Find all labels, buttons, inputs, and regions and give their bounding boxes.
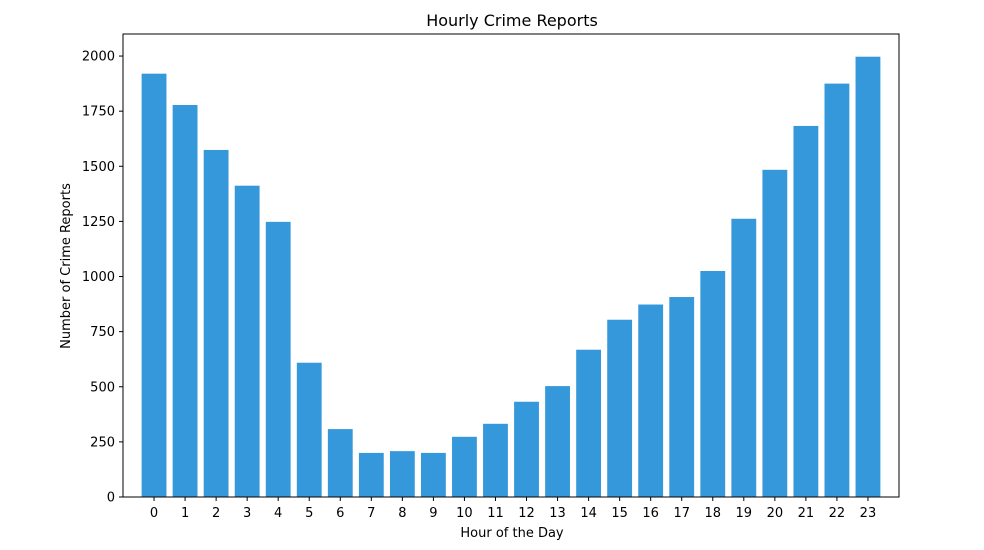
y-tick-label: 1750 [82, 105, 115, 120]
bar-hour-20 [762, 169, 788, 497]
x-tick-label: 18 [704, 506, 721, 521]
bar-hour-6 [327, 429, 353, 497]
y-tick-label: 0 [107, 491, 115, 506]
bar-hour-19 [731, 218, 757, 498]
x-tick-label: 10 [456, 506, 473, 521]
bar-hour-12 [514, 401, 539, 497]
x-tick-label: 7 [367, 506, 375, 521]
x-tick-label: 16 [642, 506, 659, 521]
x-tick-label: 5 [305, 506, 313, 521]
bar-hour-5 [296, 362, 322, 497]
bar-hour-11 [483, 423, 508, 497]
bar-hour-16 [638, 304, 664, 497]
bar-hour-0 [141, 73, 167, 497]
bar-hour-8 [389, 451, 415, 497]
x-tick-label: 15 [611, 506, 628, 521]
x-tick-label: 14 [580, 506, 597, 521]
x-tick-label: 22 [829, 506, 846, 521]
y-tick-label: 1000 [82, 270, 115, 285]
y-tick-label: 750 [90, 325, 115, 340]
bar-hour-9 [420, 452, 446, 497]
y-tick-label: 2000 [82, 50, 115, 65]
x-tick-label: 6 [336, 506, 344, 521]
y-tick-label: 500 [90, 380, 115, 395]
bar-hour-13 [545, 386, 570, 497]
bar-hour-21 [793, 125, 819, 497]
y-tick-label: 1250 [82, 215, 115, 230]
bar-hour-2 [203, 149, 229, 498]
x-tick-label: 3 [243, 506, 251, 521]
y-tick-label: 250 [90, 435, 115, 450]
x-axis-label: Hour of the Day [460, 526, 564, 541]
bar-hour-1 [172, 104, 198, 497]
bar-hour-17 [669, 297, 695, 497]
x-tick-label: 21 [798, 506, 815, 521]
x-tick-label: 4 [274, 506, 282, 521]
y-tick-label: 1500 [82, 160, 115, 175]
x-tick-label: 11 [487, 506, 504, 521]
x-tick-label: 13 [549, 506, 566, 521]
x-tick-label: 9 [429, 506, 437, 521]
bar-hour-14 [576, 349, 602, 497]
x-tick-label: 17 [673, 506, 690, 521]
bar-hour-7 [358, 452, 384, 497]
bar-hour-10 [452, 436, 477, 497]
bar-hour-3 [234, 185, 260, 497]
bars-group [141, 56, 881, 498]
plot-frame [122, 33, 900, 498]
x-axis: 0 1 2 3 4 5 6 7 8 9 10 11 12 13 14 15 16 17 18 19 20 21 22 23 [150, 497, 876, 521]
x-tick-label: 8 [398, 506, 406, 521]
x-tick-label: 23 [860, 506, 877, 521]
x-tick-label: 1 [181, 506, 189, 521]
bar-hour-23 [855, 56, 881, 498]
bar-hour-4 [265, 221, 291, 498]
x-tick-label: 20 [767, 506, 784, 521]
x-tick-label: 19 [736, 506, 753, 521]
bar-hour-22 [824, 83, 850, 497]
chart-title: Hourly Crime Reports [426, 11, 598, 30]
x-tick-label: 2 [212, 506, 220, 521]
y-axis-label: Number of Crime Reports [59, 183, 74, 349]
y-axis: 0 250 500 750 1000 1250 1500 1750 2000 [82, 50, 123, 506]
bar-hour-18 [700, 271, 726, 497]
bar-hour-15 [607, 319, 633, 497]
x-tick-label: 0 [150, 506, 158, 521]
x-tick-label: 12 [518, 506, 535, 521]
